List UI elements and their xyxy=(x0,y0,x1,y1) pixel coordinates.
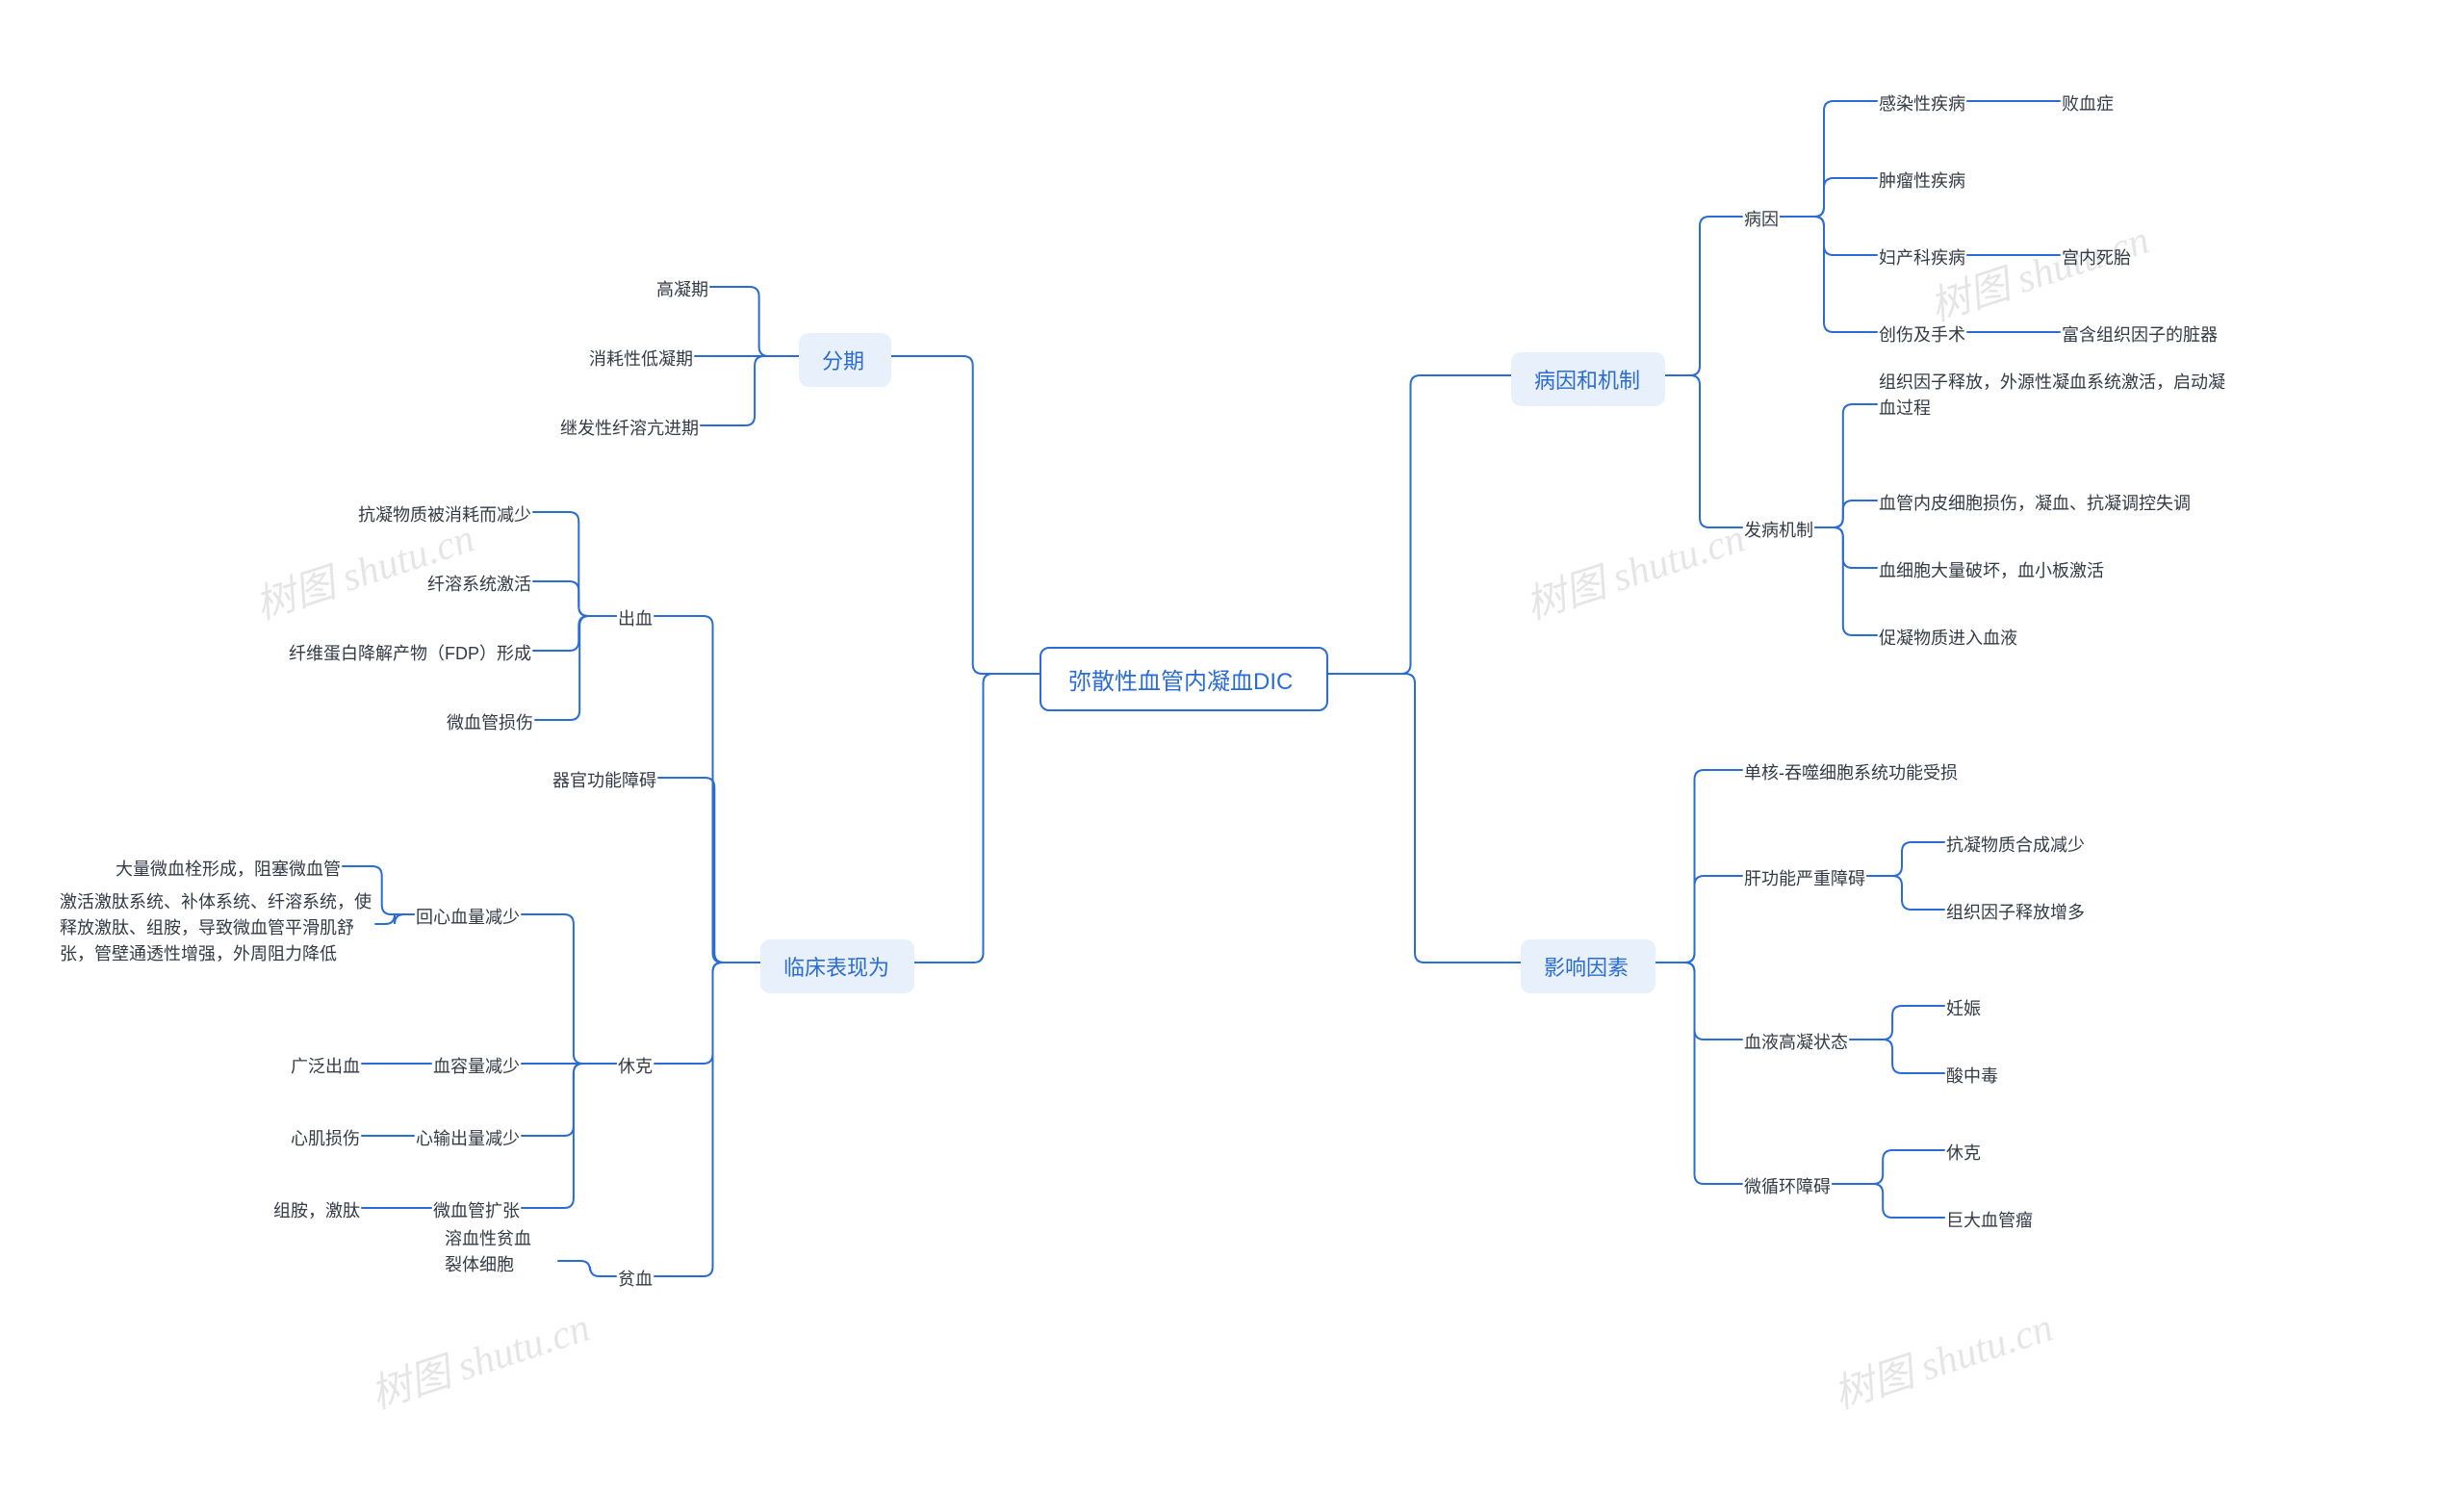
mindmap-node-ec4a: 富含组织因子的脏器 xyxy=(2060,318,2220,350)
mindmap-node-root: 弥散性血管内凝血DIC xyxy=(1040,647,1328,711)
mindmap-node-sh2: 血容量减少 xyxy=(431,1049,522,1082)
mindmap-node-f4b: 巨大血管瘤 xyxy=(1944,1203,2035,1236)
mindmap-node-s1: 高凝期 xyxy=(654,272,710,305)
mindmap-node-s2: 消耗性低凝期 xyxy=(587,342,695,374)
mindmap-node-c_organ: 器官功能障碍 xyxy=(551,763,658,796)
mindmap-node-ec1a: 败血症 xyxy=(2060,87,2116,119)
mindmap-node-c_shock: 休克 xyxy=(616,1049,654,1082)
mindmap-node-f2: 肝功能严重障碍 xyxy=(1742,861,1867,894)
watermark-text: 树图 shutu.cn xyxy=(1517,505,1751,631)
mindmap-node-b_etio: 病因和机制 xyxy=(1511,352,1665,406)
mindmap-node-cb1: 抗凝物质被消耗而减少 xyxy=(356,498,533,530)
mindmap-node-f3b: 酸中毒 xyxy=(1944,1059,2000,1091)
mindmap-node-em4: 促凝物质进入血液 xyxy=(1877,621,2019,654)
mindmap-node-ec1: 感染性疾病 xyxy=(1877,87,1967,119)
mindmap-node-f2b: 组织因子释放增多 xyxy=(1944,895,2087,928)
watermark-text: 树图 shutu.cn xyxy=(1825,1295,2059,1421)
mindmap-node-an1: 溶血性贫血 裂体细胞 xyxy=(443,1222,558,1282)
mindmap-node-sh2a: 广泛出血 xyxy=(289,1049,362,1082)
mindmap-node-f3a: 妊娠 xyxy=(1944,991,1983,1024)
mindmap-node-c_bleed: 出血 xyxy=(616,602,654,634)
mindmap-node-cb2: 纤溶系统激活 xyxy=(425,567,533,600)
mindmap-node-f3: 血液高凝状态 xyxy=(1742,1025,1850,1058)
mindmap-node-c_anemia: 贫血 xyxy=(616,1262,654,1295)
mindmap-node-ec3: 妇产科疾病 xyxy=(1877,241,1967,273)
mindmap-node-sh3: 心输出量减少 xyxy=(414,1121,522,1154)
mindmap-node-sh1a: 大量微血栓形成，阻塞微血管 xyxy=(114,852,343,885)
mindmap-node-em1: 组织因子释放，外源性凝血系统激活，启动凝血过程 xyxy=(1877,366,2243,425)
mindmap-node-f1: 单核-吞噬细胞系统功能受损 xyxy=(1742,756,1960,788)
mindmap-node-cb3: 纤维蛋白降解产物（FDP）形成 xyxy=(287,636,533,669)
mindmap-node-b_stage: 分期 xyxy=(799,333,891,387)
mindmap-node-b_clin: 临床表现为 xyxy=(760,939,914,993)
mindmap-node-ec2: 肿瘤性疾病 xyxy=(1877,164,1967,196)
mindmap-node-em3: 血细胞大量破坏，血小板激活 xyxy=(1877,553,2106,586)
mindmap-node-s3: 继发性纤溶亢进期 xyxy=(558,411,701,444)
mindmap-node-sh4: 微血管扩张 xyxy=(431,1194,522,1226)
watermark-text: 树图 shutu.cn xyxy=(362,1295,596,1421)
mindmap-node-f2a: 抗凝物质合成减少 xyxy=(1944,828,2087,860)
mindmap-node-ec3a: 宫内死胎 xyxy=(2060,241,2133,273)
mindmap-node-em2: 血管内皮细胞损伤，凝血、抗凝调控失调 xyxy=(1877,486,2193,519)
mindmap-node-ec4: 创伤及手术 xyxy=(1877,318,1967,350)
mindmap-node-cb4: 微血管损伤 xyxy=(445,706,535,738)
mindmap-node-f4: 微循环障碍 xyxy=(1742,1169,1833,1202)
mindmap-node-e_mech: 发病机制 xyxy=(1742,513,1815,546)
mindmap-node-sh1: 回心血量减少 xyxy=(414,900,522,933)
mindmap-node-sh1b: 激活激肽系统、补体系统、纤溶系统，使释放激肽、组胺，导致微血管平滑肌舒张，管壁通… xyxy=(58,886,375,971)
mindmap-node-f4a: 休克 xyxy=(1944,1136,1983,1168)
mindmap-node-sh4a: 组胺，激肽 xyxy=(271,1194,362,1226)
mindmap-node-e_cause: 病因 xyxy=(1742,202,1781,235)
mindmap-node-b_factor: 影响因素 xyxy=(1521,939,1656,993)
mindmap-node-sh3a: 心肌损伤 xyxy=(289,1121,362,1154)
connector-layer xyxy=(0,0,2464,1489)
